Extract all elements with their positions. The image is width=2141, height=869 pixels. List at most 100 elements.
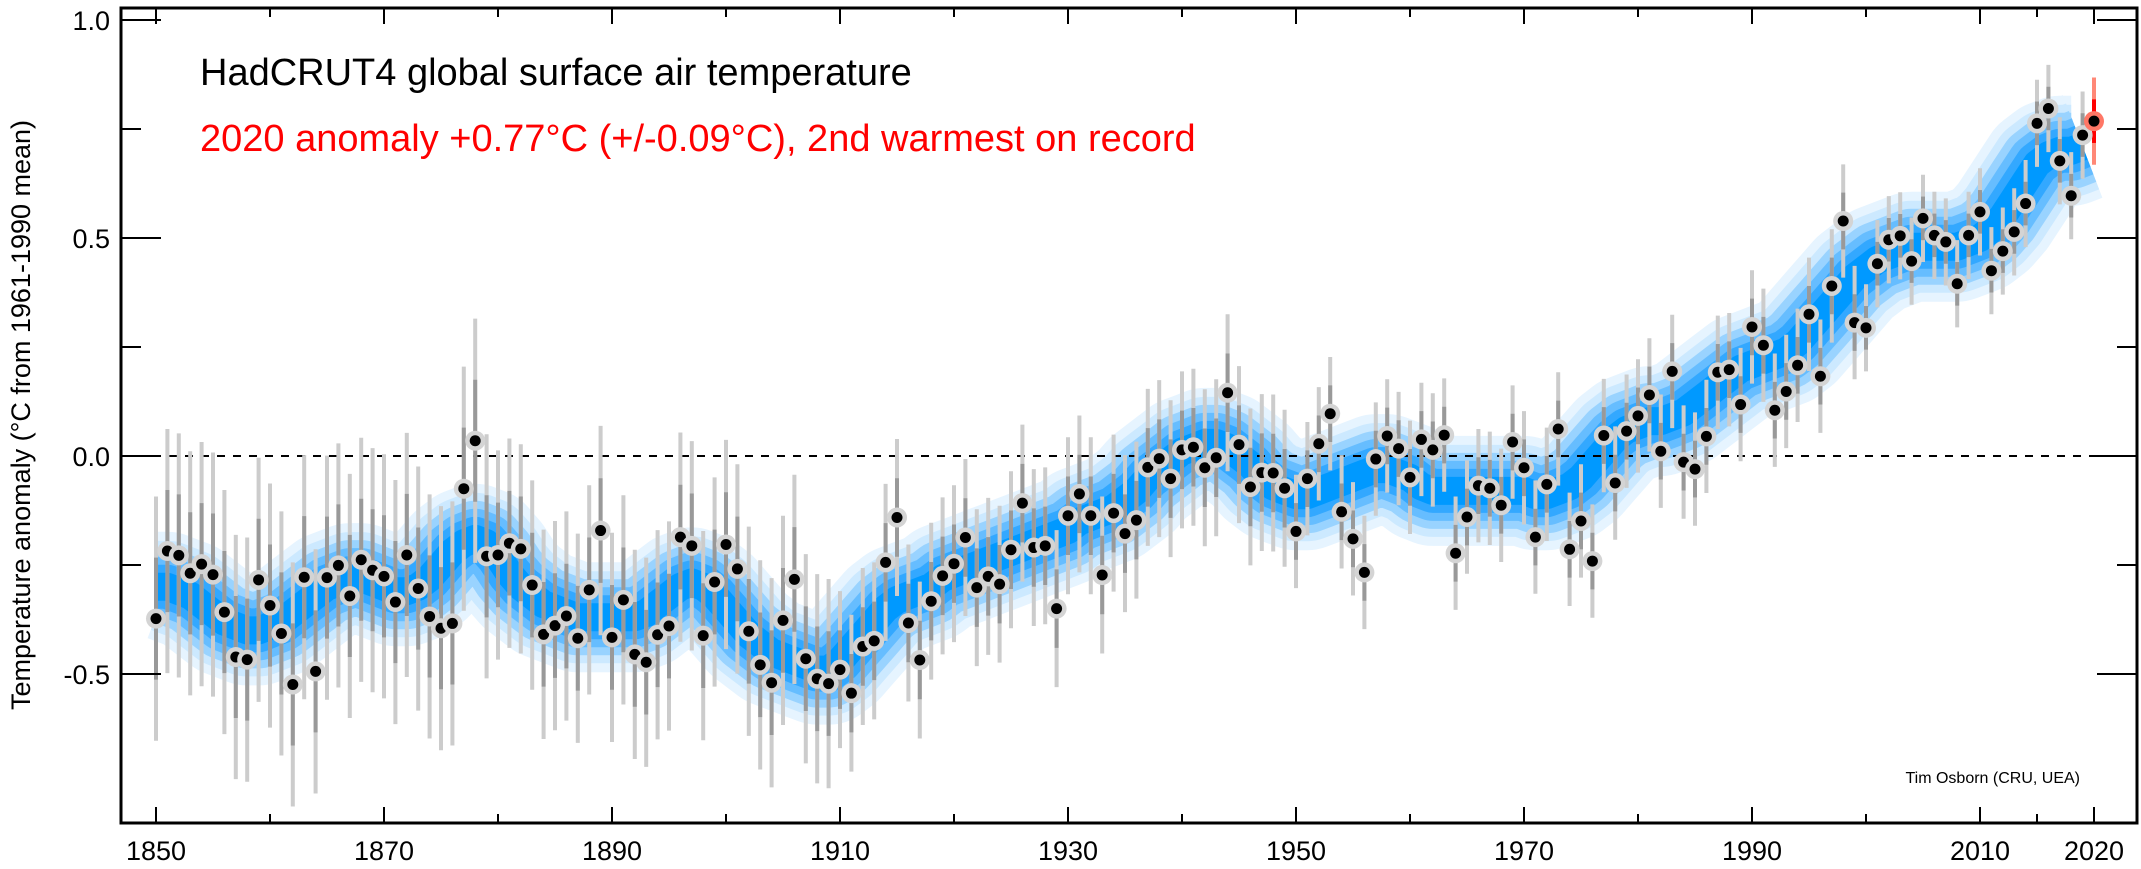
- data-point: [1233, 439, 1245, 451]
- data-point: [1438, 429, 1450, 441]
- data-point: [1427, 444, 1439, 456]
- data-point: [1632, 410, 1644, 422]
- data-point: [800, 653, 812, 665]
- data-point: [595, 525, 607, 537]
- plot-frame: [119, 6, 2139, 825]
- data-point: [1518, 462, 1530, 474]
- data-point: [1837, 215, 1849, 227]
- data-point: [1575, 515, 1587, 527]
- data-point: [1951, 278, 1963, 290]
- x-tick-label: 1950: [1266, 836, 1326, 866]
- data-point: [891, 511, 903, 523]
- x-tick-label: 1910: [810, 836, 870, 866]
- data-point: [1039, 540, 1051, 552]
- data-point: [1940, 236, 1952, 248]
- data-point: [1130, 514, 1142, 526]
- data-point: [1826, 280, 1838, 292]
- data-point: [1963, 229, 1975, 241]
- data-point: [207, 569, 219, 581]
- data-point: [1643, 389, 1655, 401]
- data-point: [1404, 471, 1416, 483]
- data-point: [538, 628, 550, 640]
- data-point: [788, 573, 800, 585]
- data-point: [959, 532, 971, 544]
- data-point: [1005, 544, 1017, 556]
- data-point: [880, 556, 892, 568]
- chart-subtitle: 2020 anomaly +0.77°C (+/-0.09°C), 2nd wa…: [200, 118, 1196, 160]
- data-point: [834, 664, 846, 676]
- data-point: [686, 540, 698, 552]
- data-point: [241, 654, 253, 666]
- data-point: [777, 614, 789, 626]
- data-point: [401, 549, 413, 561]
- data-point: [1393, 443, 1405, 455]
- y-tick-label: 0.5: [72, 224, 110, 254]
- data-point: [1073, 488, 1085, 500]
- x-tick-label: 1930: [1038, 836, 1098, 866]
- data-point: [937, 570, 949, 582]
- data-point: [298, 571, 310, 583]
- data-point: [1085, 510, 1097, 522]
- data-point: [743, 625, 755, 637]
- data-point: [1062, 510, 1074, 522]
- data-point: [287, 678, 299, 690]
- data-point: [1267, 467, 1279, 479]
- data-point: [572, 632, 584, 644]
- data-point: [1119, 528, 1131, 540]
- data-point: [914, 654, 926, 666]
- data-point: [378, 570, 390, 582]
- data-point: [321, 572, 333, 584]
- data-point: [994, 578, 1006, 590]
- data-point: [1370, 453, 1382, 465]
- data-point: [1290, 525, 1302, 537]
- data-point: [332, 559, 344, 571]
- data-point: [310, 665, 322, 677]
- data-point: [560, 610, 572, 622]
- axis-ticks: [121, 8, 2137, 823]
- data-point: [1199, 462, 1211, 474]
- data-point: [1723, 364, 1735, 376]
- data-point: [1860, 322, 1872, 334]
- data-point: [1336, 506, 1348, 518]
- data-point: [1210, 452, 1222, 464]
- data-point: [275, 627, 287, 639]
- y-axis-title: Temperature anomaly (°C from 1961-1990 m…: [6, 120, 36, 710]
- data-point: [253, 574, 265, 586]
- data-point: [1381, 430, 1393, 442]
- x-tick-label: 1870: [354, 836, 414, 866]
- smoothed-band: [121, 95, 2127, 725]
- data-point: [697, 630, 709, 642]
- data-point: [1358, 566, 1370, 578]
- data-point: [1792, 359, 1804, 371]
- data-point: [1096, 569, 1108, 581]
- data-point: [1484, 482, 1496, 494]
- data-point: [458, 483, 470, 495]
- tick-labels: 1850 1870 1890 1910 1930 1950 1970 1990 2010 2020…: [63, 6, 2124, 866]
- data-point: [1621, 425, 1633, 437]
- data-point: [1803, 308, 1815, 320]
- data-point: [1700, 430, 1712, 442]
- data-point: [1153, 453, 1165, 465]
- data-point: [663, 620, 675, 632]
- data-point: [526, 579, 538, 591]
- data-point: [1108, 507, 1120, 519]
- data-point: [709, 576, 721, 588]
- data-point: [1974, 206, 1986, 218]
- data-point: [2008, 226, 2020, 238]
- data-point: [2054, 155, 2066, 167]
- data-point: [492, 549, 504, 561]
- data-point: [1222, 387, 1234, 399]
- data-point: [1655, 445, 1667, 457]
- data-point: [1347, 533, 1359, 545]
- data-point: [766, 677, 778, 689]
- data-point: [2065, 190, 2077, 202]
- data-point: [868, 635, 880, 647]
- data-point: [971, 582, 983, 594]
- x-tick-label: 1850: [126, 836, 186, 866]
- data-point: [515, 543, 527, 555]
- data-point: [640, 656, 652, 668]
- data-point: [652, 629, 664, 641]
- data-point: [344, 590, 356, 602]
- data-point: [1997, 245, 2009, 257]
